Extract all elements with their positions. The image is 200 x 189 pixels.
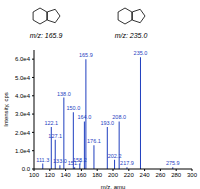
svg-text:150.0: 150.0 — [66, 105, 80, 111]
svg-text:275.9: 275.9 — [166, 160, 180, 166]
svg-text:111.3: 111.3 — [36, 157, 49, 163]
svg-text:240: 240 — [140, 172, 151, 178]
svg-text:6.0e4: 6.0e4 — [15, 56, 31, 62]
svg-text:160: 160 — [76, 172, 87, 178]
svg-text:176.1: 176.1 — [87, 138, 101, 144]
svg-text:151.7: 151.7 — [67, 160, 82, 167]
svg-text:200: 200 — [108, 172, 119, 178]
svg-text:280: 280 — [171, 172, 182, 178]
svg-text:m/z: 165.9: m/z: 165.9 — [30, 32, 63, 39]
svg-text:140: 140 — [61, 172, 72, 178]
svg-text:5.0e4: 5.0e4 — [15, 75, 31, 81]
svg-text:193.0: 193.0 — [100, 120, 114, 126]
svg-text:235.0: 235.0 — [134, 50, 148, 56]
svg-text:217.9: 217.9 — [120, 160, 134, 166]
svg-text:4.0e4: 4.0e4 — [15, 93, 31, 99]
svg-text:202.2: 202.2 — [108, 153, 122, 159]
svg-text:m/z, amu: m/z, amu — [101, 184, 126, 189]
svg-text:208.0: 208.0 — [112, 114, 126, 120]
svg-text:1.0e4: 1.0e4 — [15, 148, 31, 154]
svg-text:260: 260 — [155, 172, 166, 178]
svg-text:158.2: 158.2 — [73, 157, 87, 163]
svg-text:120: 120 — [45, 172, 56, 178]
svg-text:0.0: 0.0 — [22, 166, 31, 172]
svg-text:100: 100 — [29, 172, 40, 178]
svg-text:180: 180 — [92, 172, 103, 178]
svg-text:133.0: 133.0 — [53, 158, 67, 164]
svg-text:127.1: 127.1 — [48, 133, 62, 139]
svg-text:164.0: 164.0 — [78, 114, 92, 120]
svg-text:300: 300 — [187, 172, 192, 178]
svg-text:Intensity, cps: Intensity, cps — [8, 92, 9, 127]
svg-text:138.0: 138.0 — [57, 91, 71, 97]
svg-text:2.0e4: 2.0e4 — [15, 130, 31, 136]
svg-text:122.1: 122.1 — [44, 120, 58, 126]
svg-text:220: 220 — [124, 172, 135, 178]
svg-text:3.0e4: 3.0e4 — [15, 111, 31, 117]
svg-text:m/z: 235.0: m/z: 235.0 — [115, 32, 148, 39]
svg-text:165.9: 165.9 — [79, 52, 93, 58]
